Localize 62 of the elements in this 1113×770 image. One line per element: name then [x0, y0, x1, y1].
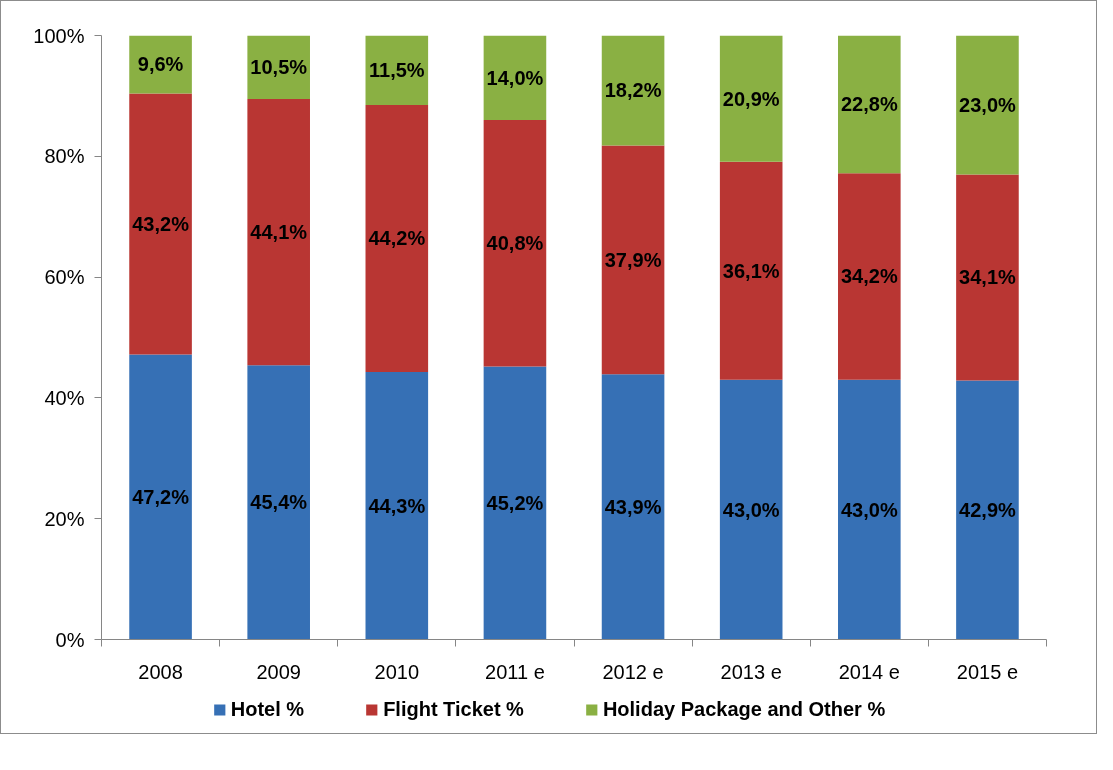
- y-tick-label: 0%: [55, 628, 85, 651]
- bar: [365, 371, 429, 640]
- bar: [247, 365, 310, 640]
- bar: [838, 173, 901, 380]
- bar: [719, 35, 783, 162]
- bar: [838, 35, 901, 174]
- y-tick-label: 20%: [44, 507, 85, 530]
- data-label: 14,0%: [486, 66, 544, 89]
- y-tick-label: 40%: [44, 386, 85, 409]
- bar: [956, 35, 1019, 175]
- bar: [129, 354, 192, 640]
- data-label: 44,1%: [250, 221, 308, 244]
- data-label: 42,9%: [959, 498, 1017, 521]
- bar: [483, 366, 547, 640]
- data-label: 45,4%: [250, 491, 308, 514]
- bar: [483, 35, 547, 121]
- bar: [247, 98, 310, 366]
- x-tick-label: 2011 e: [485, 660, 545, 683]
- data-label: 34,2%: [840, 265, 898, 288]
- data-label: 43,0%: [840, 498, 898, 521]
- bar: [838, 379, 901, 640]
- data-label: 45,2%: [486, 492, 544, 514]
- data-label: 11,5%: [369, 59, 425, 82]
- bar: [601, 374, 665, 640]
- legend-label: Flight Ticket %: [383, 697, 524, 721]
- x-tick-label: 2015 e: [956, 660, 1019, 683]
- data-label: 44,3%: [368, 494, 426, 517]
- bar: [956, 174, 1019, 381]
- data-label: 43,9%: [604, 495, 662, 518]
- y-tick-label: 100%: [33, 24, 85, 47]
- data-label: 47,2%: [132, 485, 190, 508]
- y-tick-label: 80%: [44, 145, 85, 168]
- data-label: 36,1%: [722, 259, 780, 282]
- data-label: 40,8%: [486, 232, 544, 255]
- data-label: 10,5%: [250, 56, 308, 79]
- legend-label: Hotel %: [230, 697, 305, 721]
- bar: [601, 35, 665, 146]
- data-label: 20,9%: [722, 87, 780, 110]
- data-label: 22,8%: [840, 93, 898, 116]
- data-label: 23,0%: [959, 93, 1017, 116]
- data-label: 9,6%: [137, 53, 184, 76]
- x-tick-label: 2013 e: [720, 660, 782, 683]
- bar: [129, 93, 192, 355]
- bar: [365, 104, 429, 372]
- data-label: 43,2%: [132, 212, 190, 235]
- x-tick-label: 2009: [256, 660, 301, 683]
- data-label: 18,2%: [604, 79, 662, 102]
- data-label: 37,9%: [604, 248, 662, 271]
- x-tick-label: 2014 e: [838, 660, 900, 683]
- bar: [719, 379, 783, 640]
- y-tick-label: 60%: [44, 266, 85, 289]
- bar: [956, 380, 1019, 640]
- legend-label: Holiday Package and Other %: [602, 697, 886, 721]
- data-label: 34,1%: [959, 266, 1017, 289]
- data-label: 43,0%: [722, 498, 780, 521]
- data-label: 44,2%: [368, 227, 426, 250]
- bar: [601, 145, 665, 375]
- x-tick-label: 2012 e: [602, 660, 664, 683]
- x-tick-label: 2008: [138, 660, 183, 683]
- bar: [719, 161, 783, 380]
- x-tick-label: 2010: [374, 660, 420, 683]
- bar: [483, 120, 547, 367]
